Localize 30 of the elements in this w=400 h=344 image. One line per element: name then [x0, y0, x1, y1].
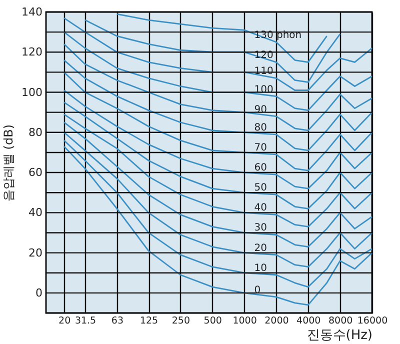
x-tick-label: 20: [58, 316, 71, 326]
series-label: 30: [254, 222, 267, 234]
x-axis-title: 진동수(Hz): [306, 328, 372, 343]
x-tick-label: 125: [140, 316, 158, 326]
x-tick-label: 2000: [264, 316, 289, 326]
y-tick-label: 40: [28, 206, 42, 220]
y-tick-label: 60: [28, 166, 42, 180]
x-tick-label: 4000: [296, 316, 321, 326]
y-tick-label: 100: [22, 86, 42, 99]
x-tick-label: 16000: [357, 316, 388, 326]
y-tick-label: 0: [36, 286, 42, 300]
y-tick-label: 140: [22, 6, 42, 18]
x-tick-label: 250: [172, 316, 190, 326]
x-tick-label: 500: [204, 316, 222, 326]
series-label: 40: [254, 202, 267, 214]
series-label: 80: [254, 122, 267, 134]
x-tick-label: 63: [111, 316, 124, 326]
x-tick-label: 1000: [232, 316, 257, 326]
y-tick-label: 20: [28, 246, 42, 260]
series-label: 10: [254, 262, 267, 274]
series-label: 120: [254, 50, 274, 62]
series-label: 70: [254, 142, 267, 154]
y-axis-title: 음압레벨 (dB): [2, 124, 16, 202]
y-tick-label: 80: [28, 126, 42, 139]
x-tick-label: 8000: [328, 316, 353, 326]
series-label: 20: [254, 242, 267, 254]
y-tick-label: 120: [22, 46, 42, 59]
series-label: 60: [254, 162, 267, 174]
series-label: 50: [254, 182, 267, 194]
x-tick-label: 31.5: [74, 316, 96, 326]
